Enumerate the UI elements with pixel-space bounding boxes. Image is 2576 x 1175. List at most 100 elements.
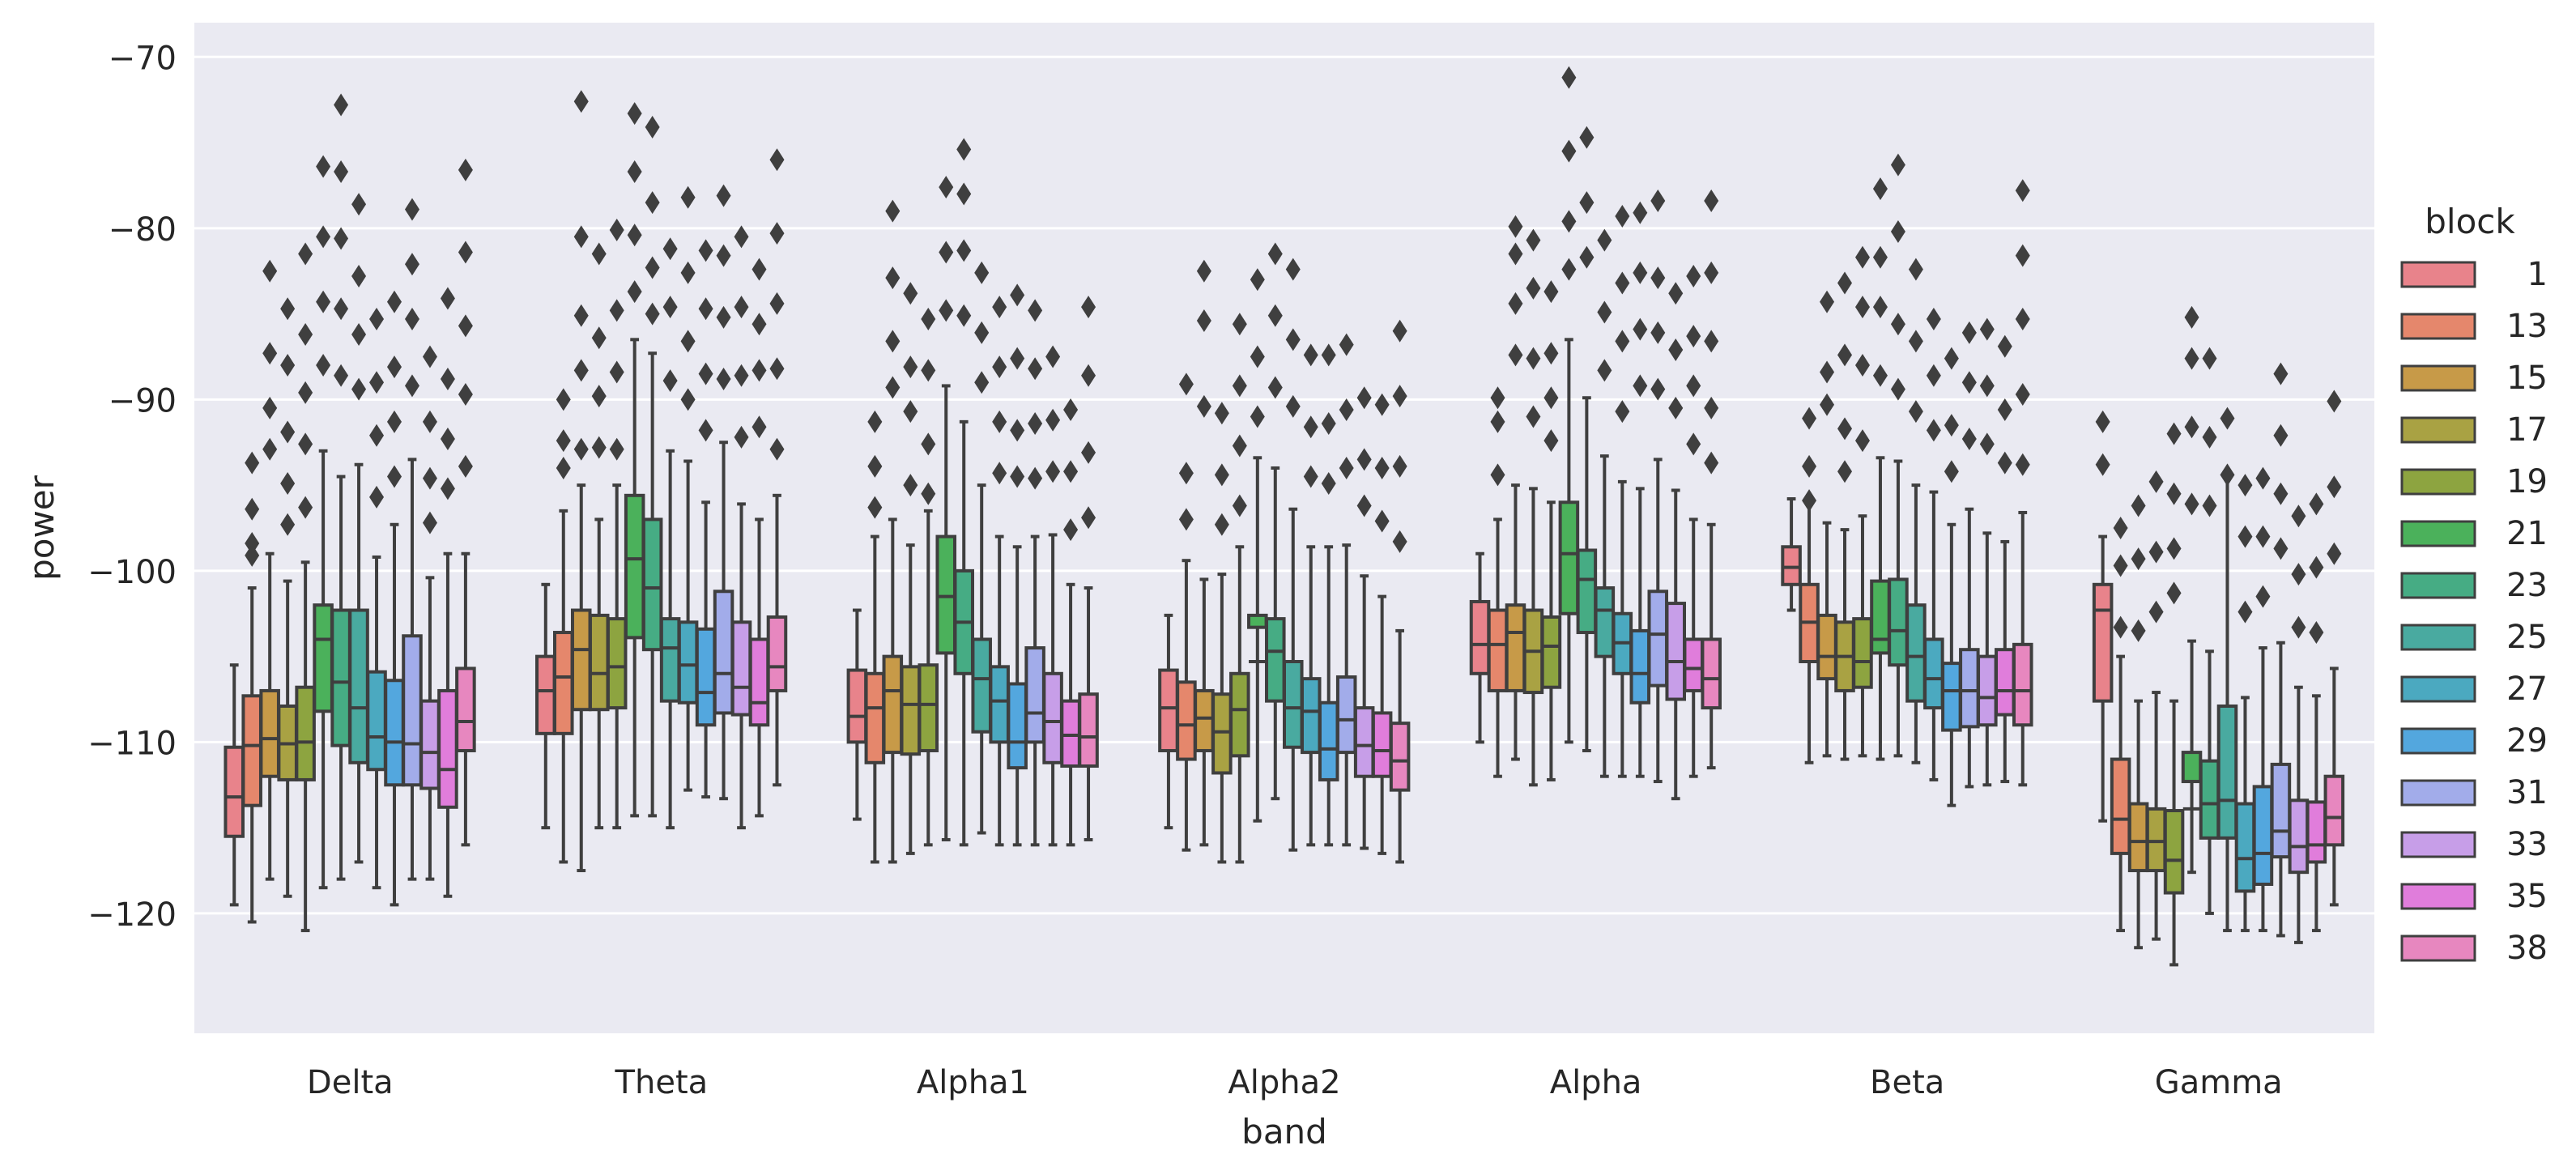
box-alpha2-27 [1300,343,1322,847]
box-body [1888,577,1909,667]
outlier-point [1633,261,1648,284]
box-body [1487,608,1509,692]
outlier-point [1579,191,1595,215]
box-body [677,620,699,705]
outlier-point [387,355,402,379]
outlier-point [956,182,972,206]
box-beta-29 [1941,347,1962,807]
outlier-point [992,462,1007,485]
outlier-point [1196,309,1211,333]
outlier-point [573,304,589,327]
outlier-point [1961,321,1977,344]
outlier-point [2113,517,2128,539]
outlier-point [1668,282,1684,305]
outlier-point [939,299,954,322]
outlier-point [1650,377,1666,401]
outlier-point [280,513,296,536]
legend-swatch [2400,675,2476,703]
box-body [553,631,574,735]
outlier-point [752,313,767,336]
box-gamma-33 [2288,504,2310,944]
outlier-point [992,296,1007,319]
outlier-point [2015,383,2030,407]
outlier-point [1579,126,1595,149]
outlier-point [1561,139,1577,163]
outlier-point [974,261,990,284]
outlier-point [609,218,624,241]
outlier-point [662,369,678,393]
outlier-point [1979,432,1995,456]
outlier-point [1285,328,1301,351]
outlier-point [680,185,696,209]
box-body [1594,586,1616,658]
outlier-point [422,345,437,368]
outlier-point [1081,296,1096,319]
box-body [695,627,717,727]
box-delta-19 [295,242,316,933]
outlier-point [2015,307,2030,330]
y-axis-label: power [22,475,62,581]
box-theta-19 [606,218,628,830]
box-body [2092,582,2114,703]
outlier-point [1010,419,1025,442]
outlier-point [1285,258,1301,281]
legend-title: block [2425,202,2515,241]
box-body [1247,613,1268,629]
box-beta-17 [1834,271,1855,761]
outlier-point [280,420,296,444]
outlier-point [1668,396,1684,419]
outlier-point [921,359,936,382]
legend-swatch [2400,934,2476,962]
outlier-point [422,511,437,534]
outlier-point [2202,494,2217,517]
box-body [2163,809,2185,895]
box-theta-33 [730,225,752,830]
box-body [1211,692,1233,775]
box-alpha1-21 [935,176,957,841]
outlier-point [974,321,990,344]
outlier-point [591,242,607,266]
outlier-point [698,297,713,321]
y-tick-label: −80 [109,211,177,249]
outlier-point [698,362,713,385]
outlier-point [458,383,473,407]
box-body [259,688,280,778]
outlier-point [1526,405,1541,428]
legend-entry: 21 [2506,515,2548,552]
outlier-point [698,419,713,442]
outlier-point [1872,177,1888,201]
outlier-point [1356,448,1372,471]
outlier-point [2273,362,2289,385]
outlier-point [2273,424,2289,447]
outlier-point [1339,456,1354,479]
legend-swatch [2400,313,2476,340]
outlier-point [440,367,455,390]
box-body [971,637,992,734]
outlier-point [2255,585,2271,608]
outlier-point [1872,364,1888,387]
box-body [2234,802,2256,893]
outlier-point [1081,506,1096,530]
outlier-point [351,377,367,401]
outlier-point [992,355,1007,379]
box-beta-13 [1799,407,1820,764]
outlier-point [2255,525,2271,548]
outlier-point [1339,333,1354,356]
box-beta-15 [1816,290,1837,758]
outlier-point [591,326,607,350]
box-body [313,603,334,713]
y-tick-label: −110 [87,725,177,762]
outlier-point [1303,415,1318,439]
outlier-point [591,385,607,408]
box-body [641,517,663,652]
box-body [864,671,886,764]
box-body [295,685,316,781]
outlier-point [1997,334,2012,358]
box-body [730,620,752,717]
legend-entry: 23 [2506,567,2548,604]
outlier-point [2184,415,2199,439]
outlier-point [245,497,260,521]
box-delta-15 [259,259,280,881]
outlier-point [1579,245,1595,269]
outlier-point [1508,343,1523,367]
